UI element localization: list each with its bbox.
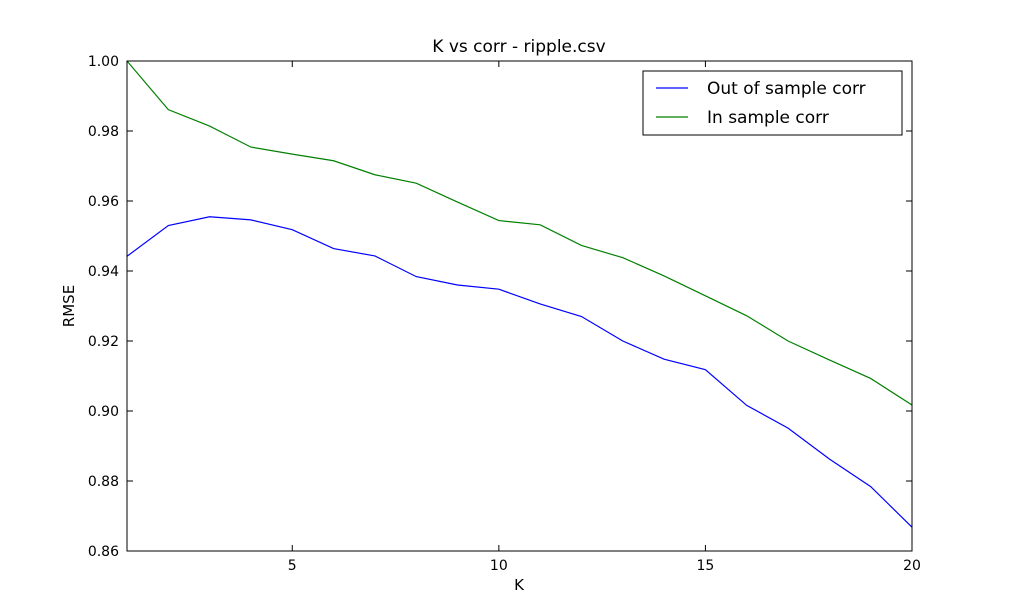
y-axis: 0.86 0.88 0.90 0.92 0.94 0.96 0.98 1.00 bbox=[88, 54, 912, 560]
x-tick-label: 10 bbox=[490, 558, 508, 574]
y-tick-label: 1.00 bbox=[88, 54, 119, 70]
y-tick-label: 0.88 bbox=[88, 474, 119, 490]
x-tick-label: 5 bbox=[288, 558, 297, 574]
series-line-1 bbox=[126, 60, 913, 406]
x-axis-label: K bbox=[514, 576, 525, 594]
x-tick-label: 20 bbox=[903, 558, 921, 574]
x-tick-label: 15 bbox=[697, 558, 715, 574]
y-tick-label: 0.86 bbox=[88, 544, 119, 560]
series-line-0 bbox=[126, 216, 913, 528]
legend-box bbox=[642, 70, 903, 136]
y-tick-label: 0.94 bbox=[88, 264, 119, 280]
y-tick-label: 0.90 bbox=[88, 404, 119, 420]
y-tick-label: 0.96 bbox=[88, 194, 119, 210]
y-tick-label: 0.92 bbox=[88, 334, 119, 350]
chart-title: K vs corr - ripple.csv bbox=[432, 37, 605, 57]
legend-label-1: In sample corr bbox=[707, 108, 829, 128]
y-axis-label: RMSE bbox=[60, 285, 78, 327]
legend-label-0: Out of sample corr bbox=[707, 79, 866, 99]
legend: Out of sample corr In sample corr bbox=[642, 70, 903, 136]
plot-area bbox=[126, 60, 913, 552]
plot-frame bbox=[126, 60, 913, 552]
x-axis: 5 10 15 20 bbox=[288, 61, 921, 574]
y-tick-label: 0.98 bbox=[88, 124, 119, 140]
